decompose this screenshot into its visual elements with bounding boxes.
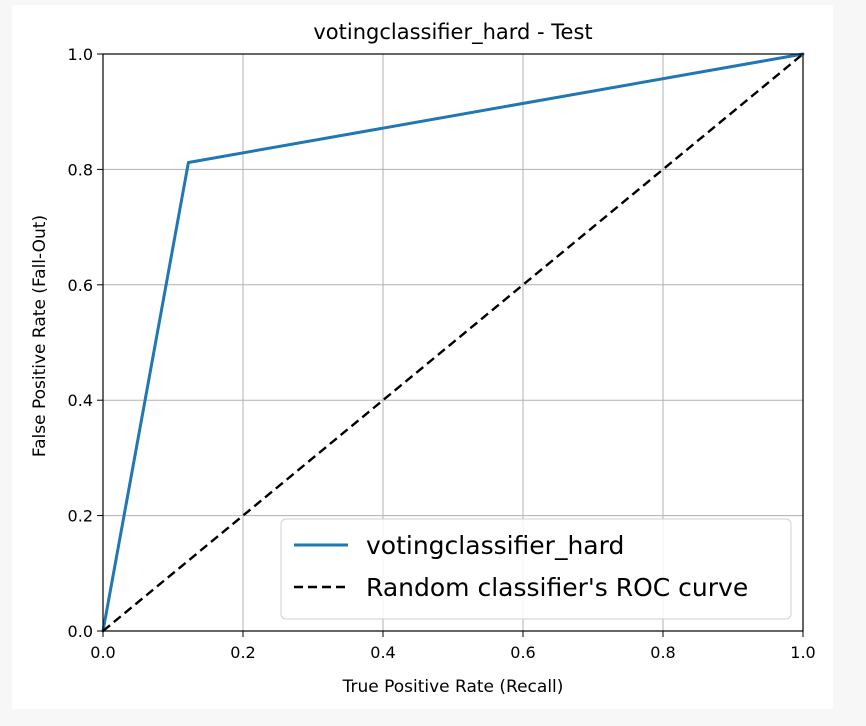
roc-curve-line xyxy=(101,52,805,633)
series-layer xyxy=(101,52,805,633)
x-tick-label: 0.8 xyxy=(650,643,675,662)
figure: votingclassifier_hard - Test 0.0 0.2 0.4 0.… xyxy=(12,5,833,709)
x-tick-label: 0.4 xyxy=(370,643,395,662)
y-axis-label: False Positive Rate (Fall-Out) xyxy=(30,215,50,457)
ticks: 0.0 0.2 0.4 0.6 0.8 1.0 0.0 0.2 0.4 0.6 0.8 1.0 xyxy=(68,45,816,662)
random-classifier-line xyxy=(102,53,804,632)
legend: votingclassifier_hard Random classifier's… xyxy=(280,518,792,620)
chart-title: votingclassifier_hard - Test xyxy=(313,20,592,45)
x-tick-label: 0.2 xyxy=(230,643,255,662)
legend-label: Random classifier's ROC curve xyxy=(366,573,748,602)
x-tick-label: 0.0 xyxy=(90,643,115,662)
y-tick-label: 1.0 xyxy=(68,45,93,64)
y-tick-label: 0.2 xyxy=(68,507,93,526)
legend-label: votingclassifier_hard xyxy=(366,531,624,560)
y-tick-label: 0.4 xyxy=(68,391,93,410)
roc-chart: votingclassifier_hard - Test 0.0 0.2 0.4 0.… xyxy=(30,20,816,697)
x-tick-label: 1.0 xyxy=(790,643,815,662)
plot-frame xyxy=(102,53,804,632)
legend-box xyxy=(280,518,792,620)
y-tick-label: 0.6 xyxy=(68,276,93,295)
y-tick-label: 0.8 xyxy=(68,160,93,179)
x-tick-label: 0.6 xyxy=(510,643,535,662)
y-tick-label: 0.0 xyxy=(68,622,93,641)
x-axis-label: True Positive Rate (Recall) xyxy=(342,677,564,697)
